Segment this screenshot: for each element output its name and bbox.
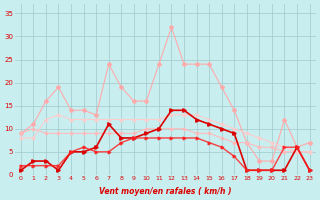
X-axis label: Vent moyen/en rafales ( km/h ): Vent moyen/en rafales ( km/h ) bbox=[99, 187, 231, 196]
